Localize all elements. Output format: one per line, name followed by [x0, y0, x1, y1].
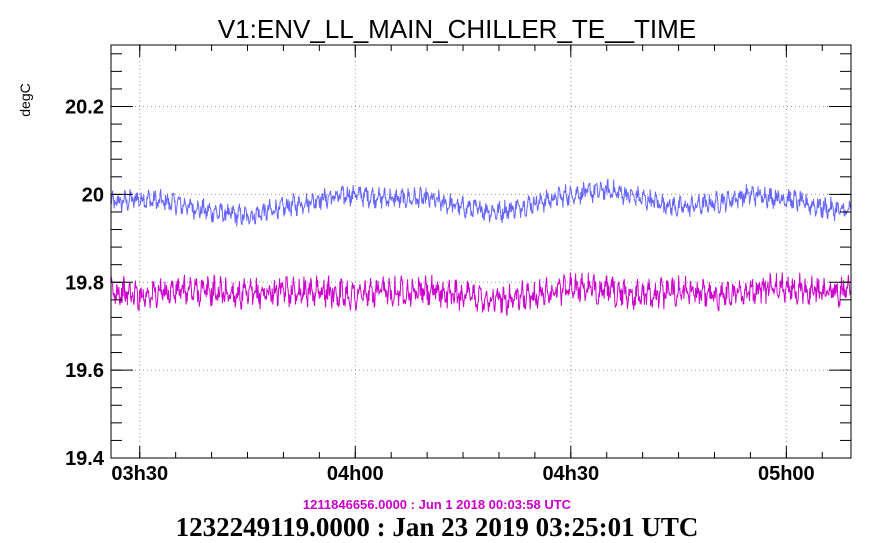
x-tick-label: 05h00	[758, 463, 815, 485]
chart: V1:ENV_LL_MAIN_CHILLER_TE__TIME degC 19.…	[17, 14, 852, 485]
y-tick-label: 20.2	[65, 97, 104, 119]
reference-time-label: 1211846656.0000 : Jun 1 2018 00:03:58 UT…	[302, 497, 572, 512]
chart-title: V1:ENV_LL_MAIN_CHILLER_TE__TIME	[218, 14, 696, 44]
x-tick-label: 04h00	[327, 463, 384, 485]
current-time-label: 1232249119.0000 : Jan 23 2019 03:25:01 U…	[175, 512, 699, 542]
y-tick-label: 19.8	[65, 272, 104, 294]
x-tick-label: 03h30	[111, 463, 168, 485]
plot-frame	[110, 44, 852, 459]
series-line-1	[110, 178, 852, 227]
axes: 19.4 19.6 19.8 20 20.2 03h30 04h00 04h30 05h00	[65, 45, 851, 485]
y-tick-label: 19.6	[65, 360, 104, 382]
series-line-2	[110, 272, 852, 316]
grid	[111, 45, 851, 459]
series-group	[110, 178, 852, 316]
y-tick-label: 19.4	[65, 448, 105, 470]
y-tick-label: 20	[82, 184, 104, 206]
y-axis-label: degC	[17, 83, 33, 116]
x-tick-label: 04h30	[542, 463, 599, 485]
